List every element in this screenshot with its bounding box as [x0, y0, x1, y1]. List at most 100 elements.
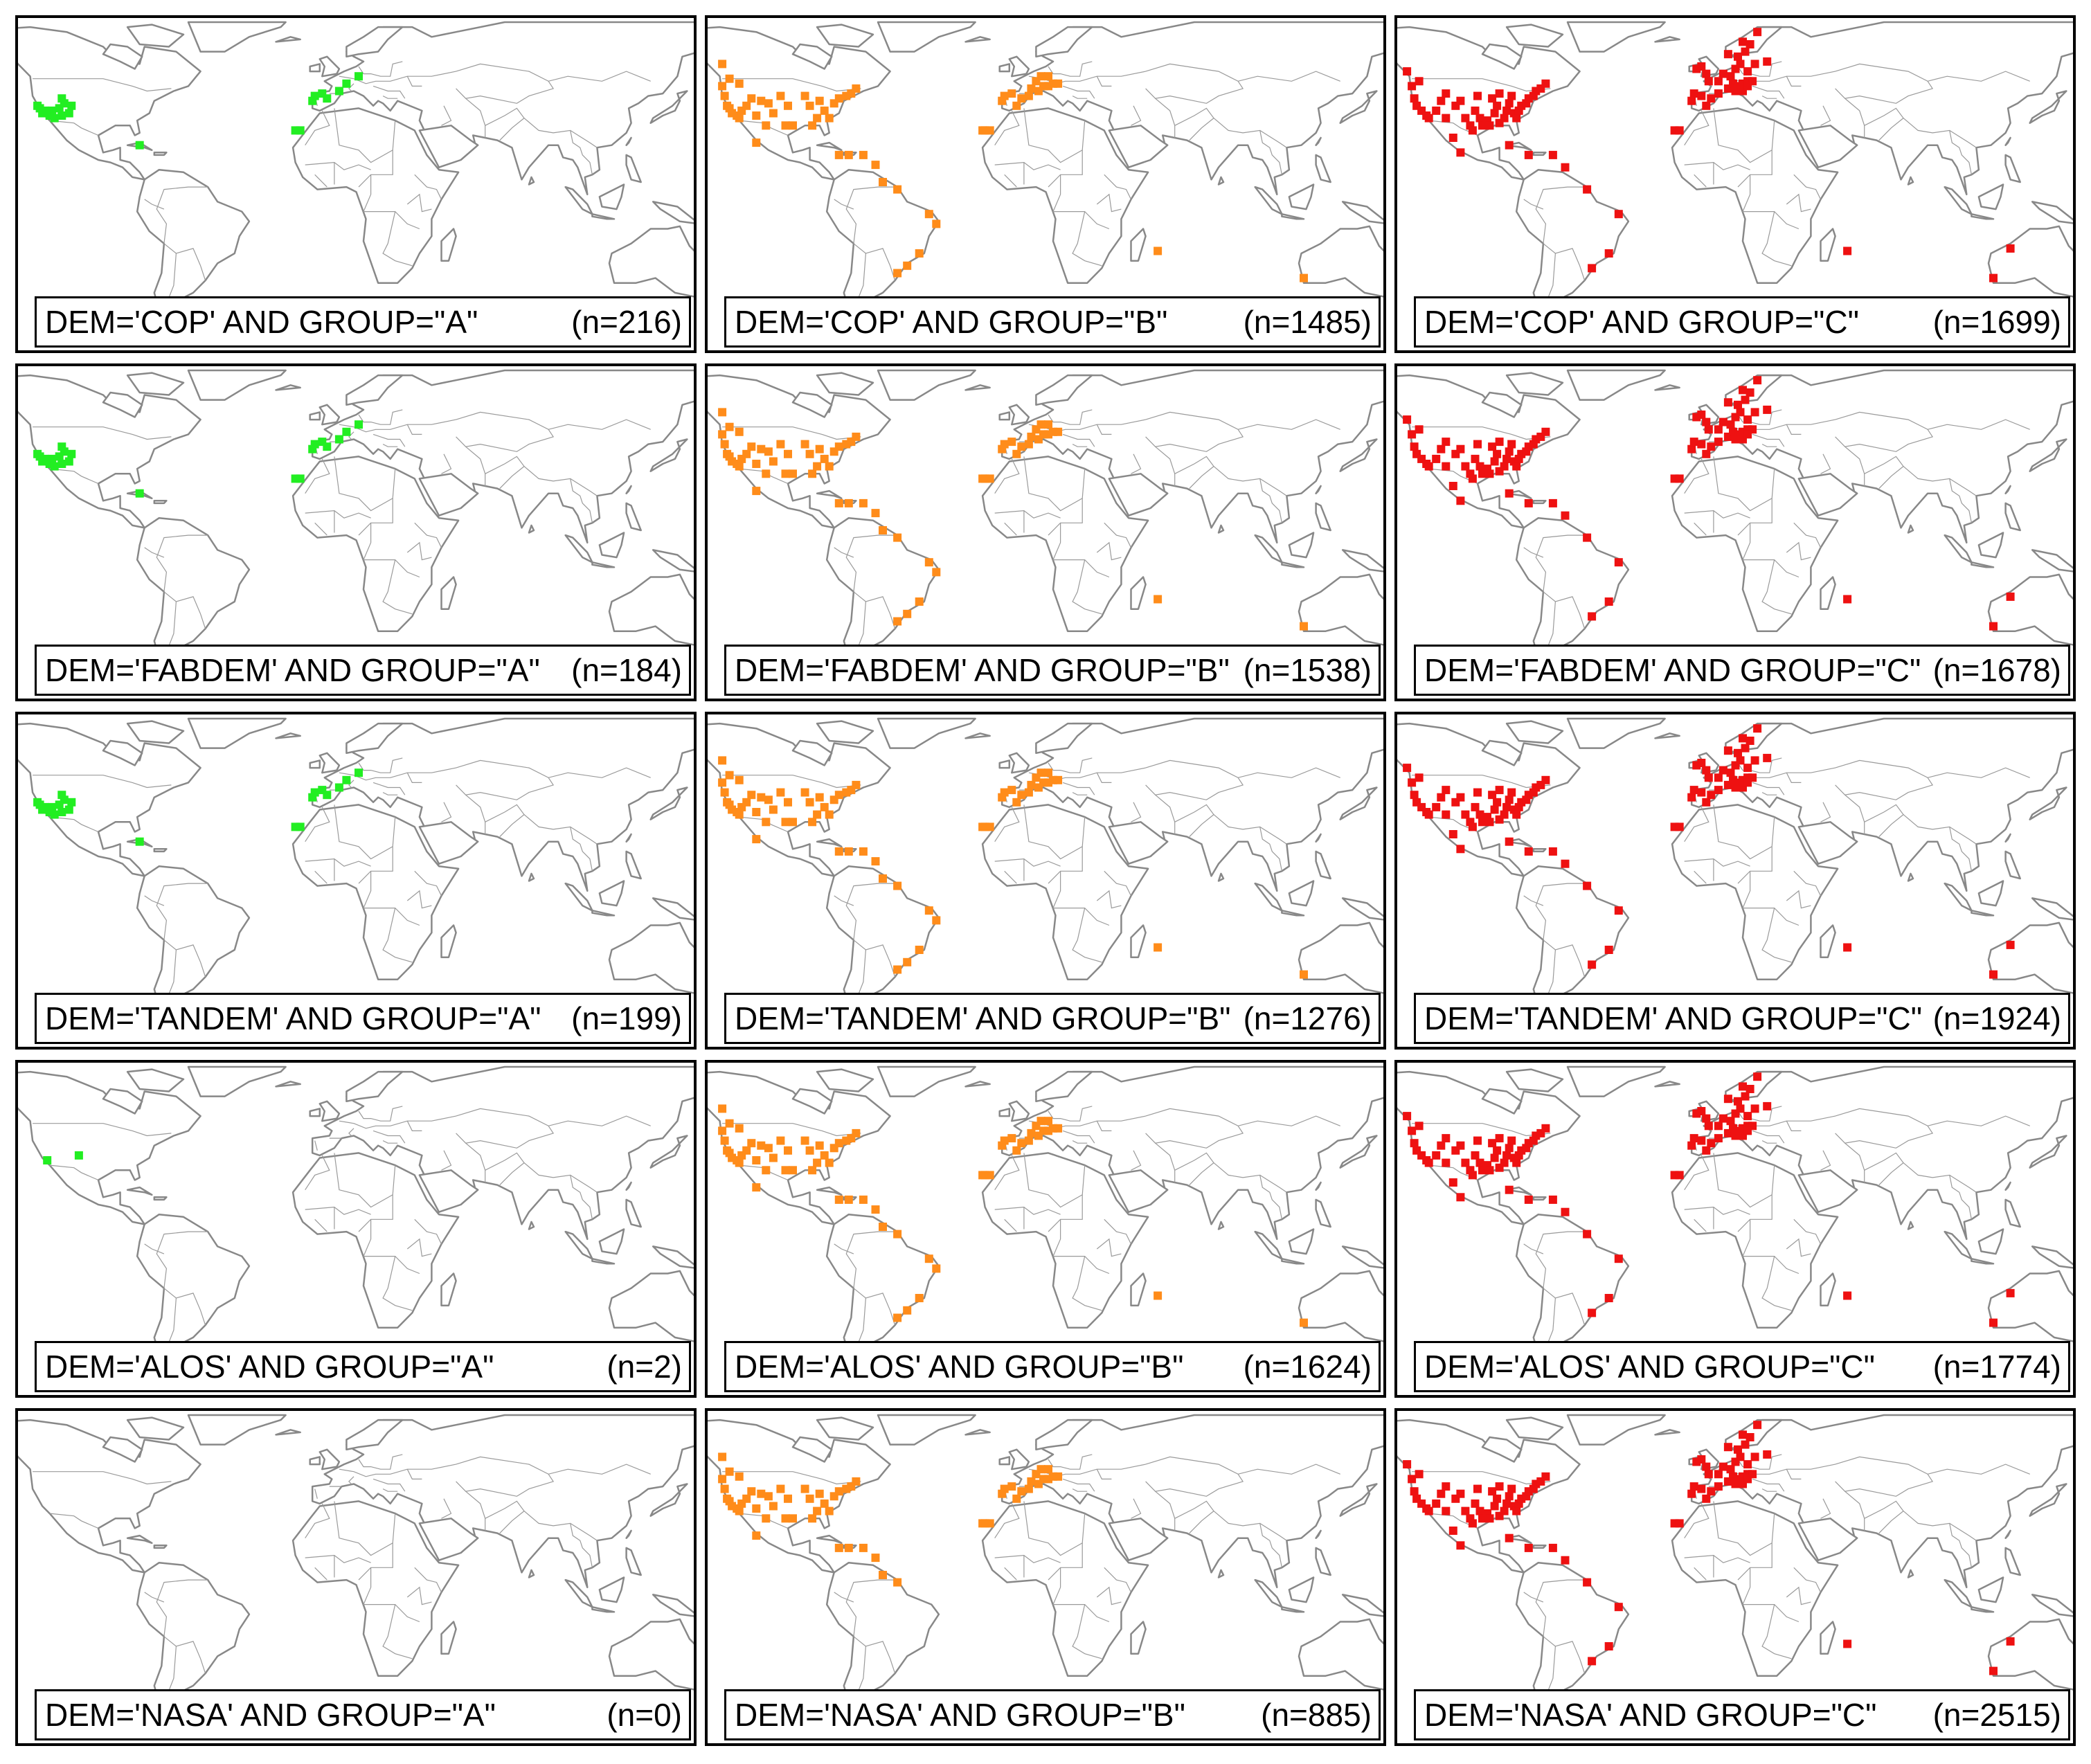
panel-caption: DEM='FABDEM' AND GROUP="C" (n=1678): [1414, 645, 2070, 696]
landmass: [1481, 1436, 1523, 1463]
site-markers: [718, 756, 1308, 979]
country-border: [1761, 792, 1777, 795]
country-border: [1048, 1106, 1093, 1122]
query-label: DEM='NASA' AND GROUP="B": [735, 1697, 1185, 1733]
country-border: [363, 1219, 420, 1275]
map-panel-nasa-c: DEM='NASA' AND GROUP="C" (n=2515): [1394, 1408, 2076, 1746]
country-border: [1761, 444, 1777, 447]
landmass: [564, 882, 593, 912]
country-border: [1684, 1503, 1709, 1539]
landmass: [1108, 473, 1169, 516]
landmass: [1907, 176, 1914, 186]
country-border: [523, 1162, 593, 1220]
world-map: [708, 717, 1383, 1010]
site-marker: [893, 533, 902, 542]
site-marker: [789, 121, 797, 130]
landmass: [2004, 485, 2011, 494]
landmass: [2004, 154, 2021, 183]
landmass: [1797, 125, 1858, 168]
site-marker: [762, 818, 771, 827]
site-marker: [1604, 597, 1613, 606]
landmass: [318, 1448, 341, 1470]
country-border: [1048, 150, 1083, 188]
site-marker: [48, 802, 57, 811]
map-panel-cop-b: DEM='COP' AND GROUP="B" (n=1485): [705, 15, 1386, 353]
site-marker: [747, 442, 756, 451]
country-border: [1903, 1511, 1972, 1568]
landmass: [1339, 786, 1378, 820]
site-marker: [1424, 114, 1433, 123]
country-border: [834, 1592, 854, 1603]
country-border: [334, 804, 396, 860]
site-marker: [1614, 906, 1623, 915]
site-marker: [1432, 454, 1441, 463]
landmass: [1820, 1272, 1836, 1306]
site-marker: [720, 788, 729, 797]
country-border: [1096, 1468, 1112, 1479]
site-marker: [1468, 1519, 1477, 1528]
site-marker: [720, 440, 729, 449]
country-border: [1131, 802, 1142, 822]
site-marker: [815, 793, 824, 802]
country-borders: [18, 409, 651, 659]
site-marker: [1500, 462, 1509, 471]
country-border: [1535, 1579, 1588, 1637]
country-border: [1104, 1218, 1132, 1245]
site-marker: [67, 798, 76, 807]
landmass: [102, 43, 143, 70]
country-border: [1174, 107, 1214, 141]
site-marker: [1024, 788, 1033, 797]
country-border: [485, 1500, 525, 1534]
landmass: [1505, 24, 1564, 48]
country-border: [570, 1174, 598, 1193]
site-marker: [1739, 386, 1747, 395]
site-marker: [1736, 408, 1745, 417]
country-border: [853, 1288, 896, 1326]
landmass: [1341, 897, 1383, 921]
country-border: [1543, 939, 1586, 978]
site-marker: [334, 435, 343, 444]
country-border: [358, 846, 393, 884]
site-marker: [1442, 1134, 1451, 1143]
site-marker: [1007, 786, 1016, 795]
country-border: [1694, 1567, 1707, 1581]
landmass: [291, 1500, 460, 1677]
landmass: [1820, 228, 1836, 262]
landmass: [791, 1088, 833, 1115]
coastlines: [708, 21, 1383, 314]
country-border: [1864, 1152, 1904, 1186]
site-marker: [1500, 1158, 1509, 1167]
site-marker: [1471, 1499, 1480, 1508]
landmass: [126, 372, 185, 396]
landmass: [1035, 1070, 1093, 1103]
country-border: [1155, 794, 1176, 834]
country-border: [1131, 105, 1142, 126]
landmass: [625, 485, 632, 494]
site-marker: [57, 808, 66, 816]
site-marker: [1753, 1072, 1762, 1081]
map-panel-alos-a: DEM='ALOS' AND GROUP="A" (n=2): [15, 1060, 697, 1398]
site-marker: [879, 526, 887, 534]
site-marker: [1415, 77, 1424, 86]
landmass: [153, 500, 168, 505]
site-marker: [735, 114, 744, 123]
site-marker: [1044, 768, 1052, 777]
country-border: [1145, 777, 1244, 800]
country-border: [1845, 446, 1865, 486]
country-border: [382, 908, 413, 963]
site-marker: [1403, 1112, 1412, 1121]
coastlines: [1397, 21, 2073, 314]
site-marker: [879, 1571, 887, 1579]
country-border: [1096, 193, 1122, 213]
country-border: [334, 1501, 396, 1556]
site-marker: [924, 906, 933, 915]
country-border: [523, 814, 593, 872]
site-marker: [742, 798, 751, 807]
world-map: [18, 1414, 694, 1707]
site-marker: [1456, 96, 1465, 105]
site-marker: [1707, 442, 1716, 451]
country-border: [334, 1153, 396, 1208]
landmass: [2004, 1198, 2021, 1228]
country-border: [994, 1155, 1020, 1191]
landmass: [981, 107, 1149, 284]
